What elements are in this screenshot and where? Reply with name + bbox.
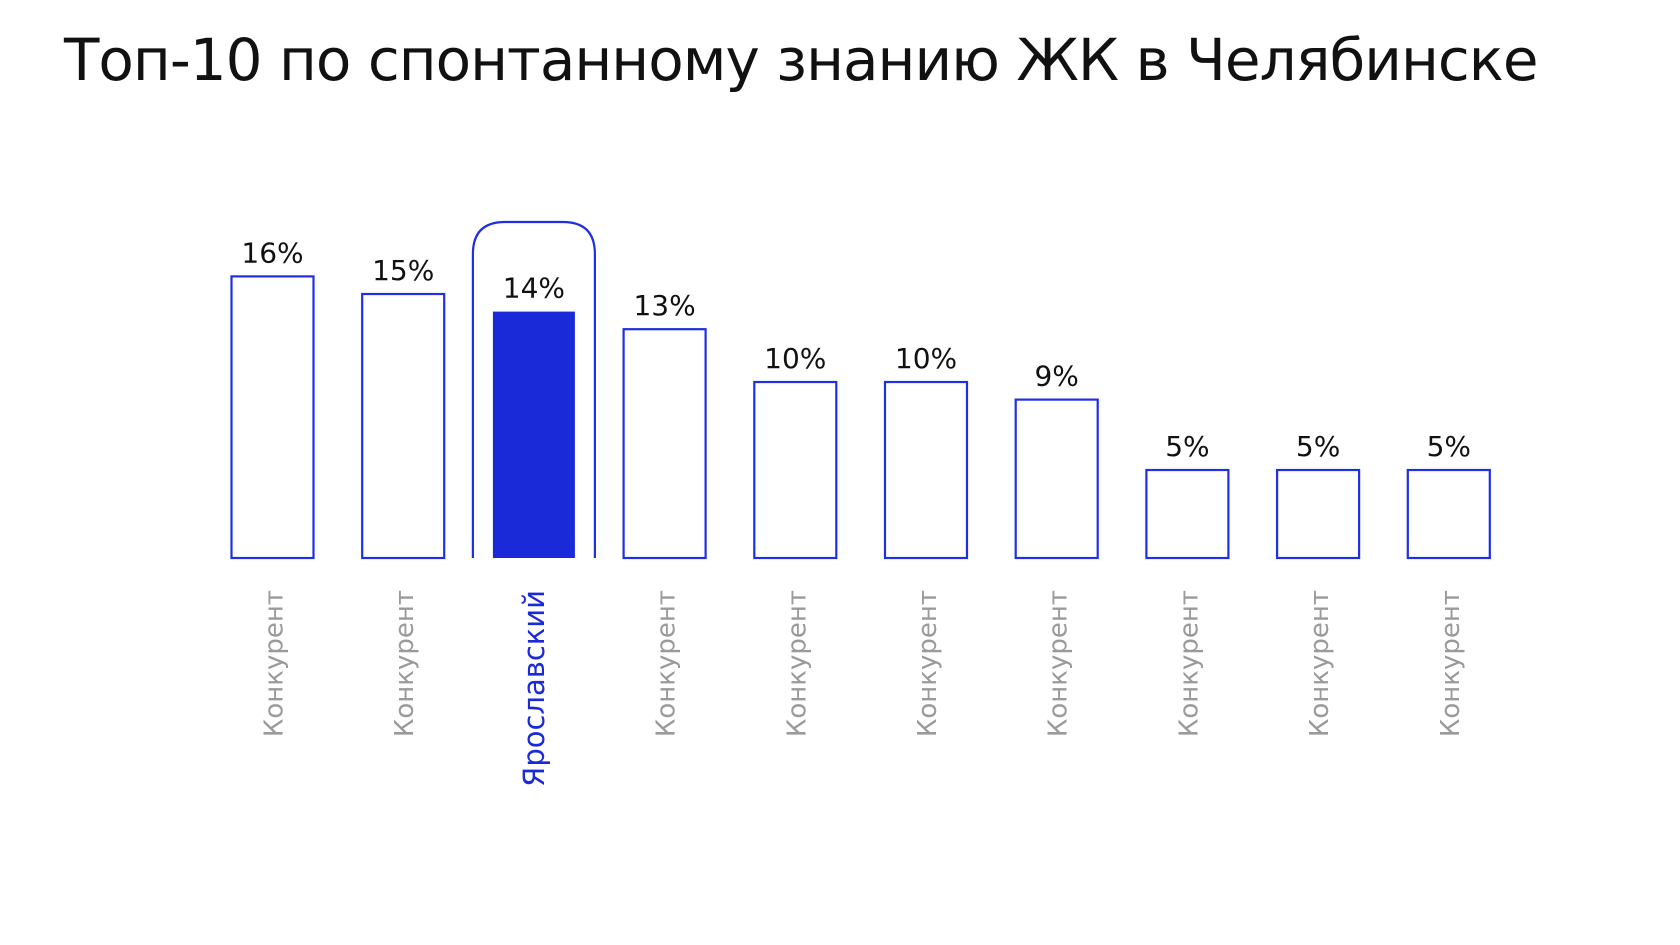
bar — [883, 380, 969, 560]
category-label: Конкурент — [390, 590, 420, 737]
bar — [1145, 468, 1230, 560]
value-label: 14% — [503, 272, 565, 305]
bar — [492, 311, 575, 558]
category-label: Конкурент — [782, 590, 812, 737]
highlight-frame — [471, 220, 596, 558]
value-label: 5% — [1165, 430, 1209, 463]
bar — [230, 275, 315, 560]
value-label: 15% — [372, 254, 434, 287]
bar — [361, 292, 446, 560]
value-label: 5% — [1296, 430, 1340, 463]
value-label: 13% — [633, 289, 695, 322]
category-label: Конкурент — [1174, 590, 1204, 737]
value-label: 16% — [241, 236, 303, 269]
bar — [753, 380, 838, 560]
value-label: 9% — [1034, 360, 1078, 393]
value-label: 5% — [1427, 430, 1471, 463]
category-label: Конкурент — [1305, 590, 1335, 737]
bar — [1275, 468, 1361, 560]
bar — [622, 328, 707, 560]
category-label: Ярославский — [517, 590, 551, 787]
value-label: 10% — [764, 342, 826, 375]
category-label: Конкурент — [913, 590, 943, 737]
category-label: Конкурент — [652, 590, 682, 737]
chart-title: Топ-10 по спонтанному знанию ЖК в Челяби… — [64, 26, 1539, 94]
bar — [1406, 468, 1491, 560]
value-label: 10% — [895, 342, 957, 375]
category-label: Конкурент — [1436, 590, 1466, 737]
category-label: Конкурент — [1044, 590, 1074, 737]
category-label: Конкурент — [260, 590, 290, 737]
bar — [1014, 398, 1099, 560]
